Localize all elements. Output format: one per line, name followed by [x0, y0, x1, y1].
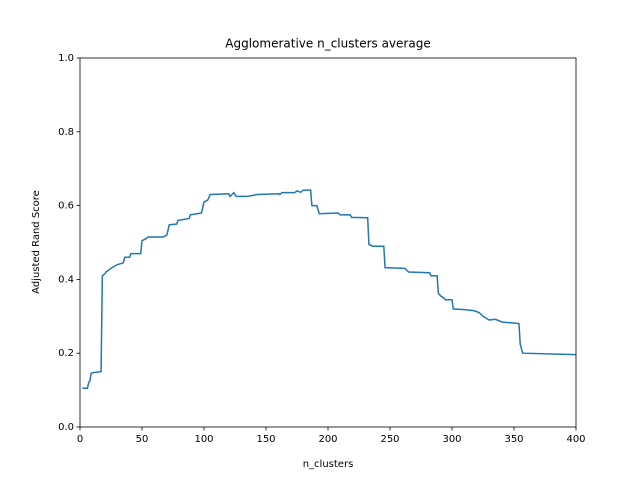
y-tick-label: 0.2 — [58, 348, 74, 359]
x-axis-label: n_clusters — [303, 459, 354, 470]
y-tick-label: 0.8 — [58, 127, 74, 138]
data-line — [82, 189, 577, 390]
x-tick-label: 350 — [504, 434, 523, 445]
chart-title: Agglomerative n_clusters average — [225, 37, 430, 51]
y-tick-label: 0.0 — [58, 422, 74, 433]
x-tick-label: 400 — [566, 434, 585, 445]
axes-frame — [79, 57, 577, 428]
x-tick-label: 250 — [380, 434, 399, 445]
x-tick-label: 200 — [318, 434, 337, 445]
y-tick-label: 0.6 — [58, 201, 74, 212]
y-tick-label: 0.4 — [58, 274, 74, 285]
x-tick-label: 0 — [77, 434, 83, 445]
y-tick-label: 1.0 — [58, 53, 74, 64]
y-axis-label: Adjusted Rand Score — [31, 190, 42, 294]
x-tick-label: 100 — [194, 434, 213, 445]
x-tick-label: 300 — [442, 434, 461, 445]
x-tick-label: 50 — [136, 434, 149, 445]
x-tick-label: 150 — [256, 434, 275, 445]
